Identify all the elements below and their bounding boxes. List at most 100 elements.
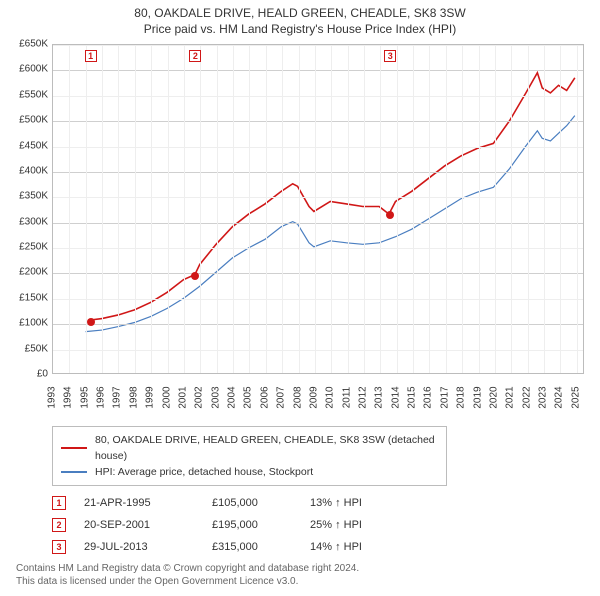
event-row: 329-JUL-2013£315,00014% ↑ HPI [52, 540, 572, 554]
grid-v [315, 45, 316, 373]
grid-v [168, 45, 169, 373]
y-axis-label: £350K [8, 191, 48, 202]
x-axis-label: 1995 [79, 386, 90, 408]
grid-v [217, 45, 218, 373]
event-delta: 13% ↑ HPI [310, 497, 400, 509]
grid-v [364, 45, 365, 373]
x-axis-label: 2013 [374, 386, 385, 408]
grid-v [528, 45, 529, 373]
x-axis-label: 2008 [292, 386, 303, 408]
grid-h [53, 350, 583, 351]
legend-swatch [61, 447, 87, 449]
event-dot [87, 318, 95, 326]
x-axis-label: 2025 [570, 386, 581, 408]
plot-region: 1 2 3 [52, 44, 584, 374]
y-axis-label: £400K [8, 165, 48, 176]
grid-v [380, 45, 381, 373]
event-row: 220-SEP-2001£195,00025% ↑ HPI [52, 518, 572, 532]
attribution-line-2: This data is licensed under the Open Gov… [16, 575, 592, 588]
event-marker: 3 [384, 50, 396, 62]
grid-h [53, 96, 583, 97]
y-axis-label: £250K [8, 242, 48, 253]
event-delta: 25% ↑ HPI [310, 519, 400, 531]
event-delta: 14% ↑ HPI [310, 541, 400, 553]
grid-v [348, 45, 349, 373]
y-axis-label: £550K [8, 89, 48, 100]
x-axis-label: 2014 [390, 386, 401, 408]
grid-v [331, 45, 332, 373]
grid-h [53, 70, 583, 71]
x-axis-label: 2003 [210, 386, 221, 408]
x-axis-label: 2007 [276, 386, 287, 408]
x-axis-label: 1997 [112, 386, 123, 408]
attribution: Contains HM Land Registry data © Crown c… [16, 562, 592, 588]
legend-swatch [61, 471, 87, 473]
grid-v [511, 45, 512, 373]
grid-h [53, 273, 583, 274]
grid-v [184, 45, 185, 373]
x-axis-label: 2006 [259, 386, 270, 408]
grid-v [200, 45, 201, 373]
grid-v [413, 45, 414, 373]
x-axis-label: 2001 [177, 386, 188, 408]
legend-label: 80, OAKDALE DRIVE, HEALD GREEN, CHEADLE,… [95, 432, 438, 464]
x-axis-label: 2019 [472, 386, 483, 408]
x-axis-label: 2010 [325, 386, 336, 408]
grid-v [135, 45, 136, 373]
grid-v [266, 45, 267, 373]
x-axis-label: 1994 [63, 386, 74, 408]
event-marker: 2 [189, 50, 201, 62]
x-axis-label: 2002 [194, 386, 205, 408]
y-axis-label: £300K [8, 216, 48, 227]
legend-box: 80, OAKDALE DRIVE, HEALD GREEN, CHEADLE,… [52, 426, 447, 486]
grid-h [53, 248, 583, 249]
event-number-badge: 2 [52, 518, 66, 532]
x-axis-label: 2022 [521, 386, 532, 408]
y-axis-label: £0 [8, 369, 48, 380]
title-line-1: 80, OAKDALE DRIVE, HEALD GREEN, CHEADLE,… [8, 6, 592, 20]
x-axis-label: 2012 [358, 386, 369, 408]
event-number-badge: 3 [52, 540, 66, 554]
grid-v [299, 45, 300, 373]
grid-h [53, 197, 583, 198]
grid-v [118, 45, 119, 373]
grid-v [151, 45, 152, 373]
legend-item: HPI: Average price, detached house, Stoc… [61, 464, 438, 480]
event-list: 121-APR-1995£105,00013% ↑ HPI220-SEP-200… [52, 496, 572, 554]
grid-v [560, 45, 561, 373]
grid-v [69, 45, 70, 373]
grid-v [429, 45, 430, 373]
grid-h [53, 121, 583, 122]
x-axis-label: 2017 [439, 386, 450, 408]
grid-h [53, 147, 583, 148]
event-number-badge: 1 [52, 496, 66, 510]
x-axis-label: 2015 [407, 386, 418, 408]
grid-h [53, 172, 583, 173]
grid-v [479, 45, 480, 373]
event-date: 20-SEP-2001 [84, 519, 194, 531]
attribution-line-1: Contains HM Land Registry data © Crown c… [16, 562, 592, 575]
x-axis-label: 1998 [128, 386, 139, 408]
x-axis-label: 2004 [227, 386, 238, 408]
title-block: 80, OAKDALE DRIVE, HEALD GREEN, CHEADLE,… [8, 6, 592, 36]
x-axis-label: 1996 [96, 386, 107, 408]
x-axis-label: 2016 [423, 386, 434, 408]
event-row: 121-APR-1995£105,00013% ↑ HPI [52, 496, 572, 510]
grid-v [446, 45, 447, 373]
chart-area: 123 £0£50K£100K£150K£200K£250K£300K£350K… [8, 40, 592, 400]
title-line-2: Price paid vs. HM Land Registry's House … [8, 22, 592, 36]
x-axis-label: 2023 [538, 386, 549, 408]
legend-label: HPI: Average price, detached house, Stoc… [95, 464, 313, 480]
event-marker: 1 [85, 50, 97, 62]
grid-v [102, 45, 103, 373]
chart-container: 80, OAKDALE DRIVE, HEALD GREEN, CHEADLE,… [0, 0, 600, 596]
y-axis-label: £650K [8, 39, 48, 50]
grid-v [544, 45, 545, 373]
grid-v [249, 45, 250, 373]
grid-v [495, 45, 496, 373]
x-axis-label: 2018 [456, 386, 467, 408]
event-price: £315,000 [212, 541, 292, 553]
event-date: 21-APR-1995 [84, 497, 194, 509]
event-dot [386, 211, 394, 219]
x-axis-label: 2021 [505, 386, 516, 408]
